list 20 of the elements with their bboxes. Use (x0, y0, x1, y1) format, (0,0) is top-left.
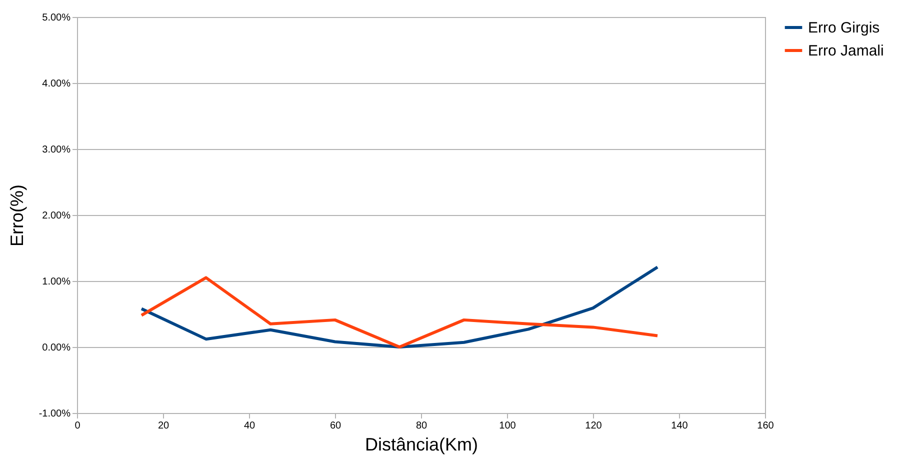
y-tick-label: 2.00% (42, 210, 71, 222)
y-tick-label: -1.00% (38, 408, 71, 420)
y-tick-label: 0.00% (42, 342, 71, 354)
x-tick-label: 20 (158, 420, 170, 432)
y-axis-title: Erro(%) (6, 184, 27, 246)
y-tick-label: 4.00% (42, 78, 71, 90)
x-tick-label: 0 (74, 420, 81, 432)
x-tick-label: 40 (244, 420, 256, 432)
x-tick-label: 160 (757, 420, 774, 432)
y-tick-label: 5.00% (42, 12, 71, 24)
x-axis-title: Distância(Km) (364, 434, 478, 454)
y-tick-label: 3.00% (42, 144, 71, 156)
x-tick-label: 80 (416, 420, 428, 432)
x-tick-label: 100 (499, 420, 516, 432)
x-tick-label: 120 (585, 420, 602, 432)
x-tick-label: 140 (671, 420, 688, 432)
legend-label: Erro Girgis (808, 20, 880, 36)
x-tick-label: 60 (330, 420, 342, 432)
y-tick-label: 1.00% (42, 276, 71, 288)
legend-label: Erro Jamali (808, 42, 884, 60)
